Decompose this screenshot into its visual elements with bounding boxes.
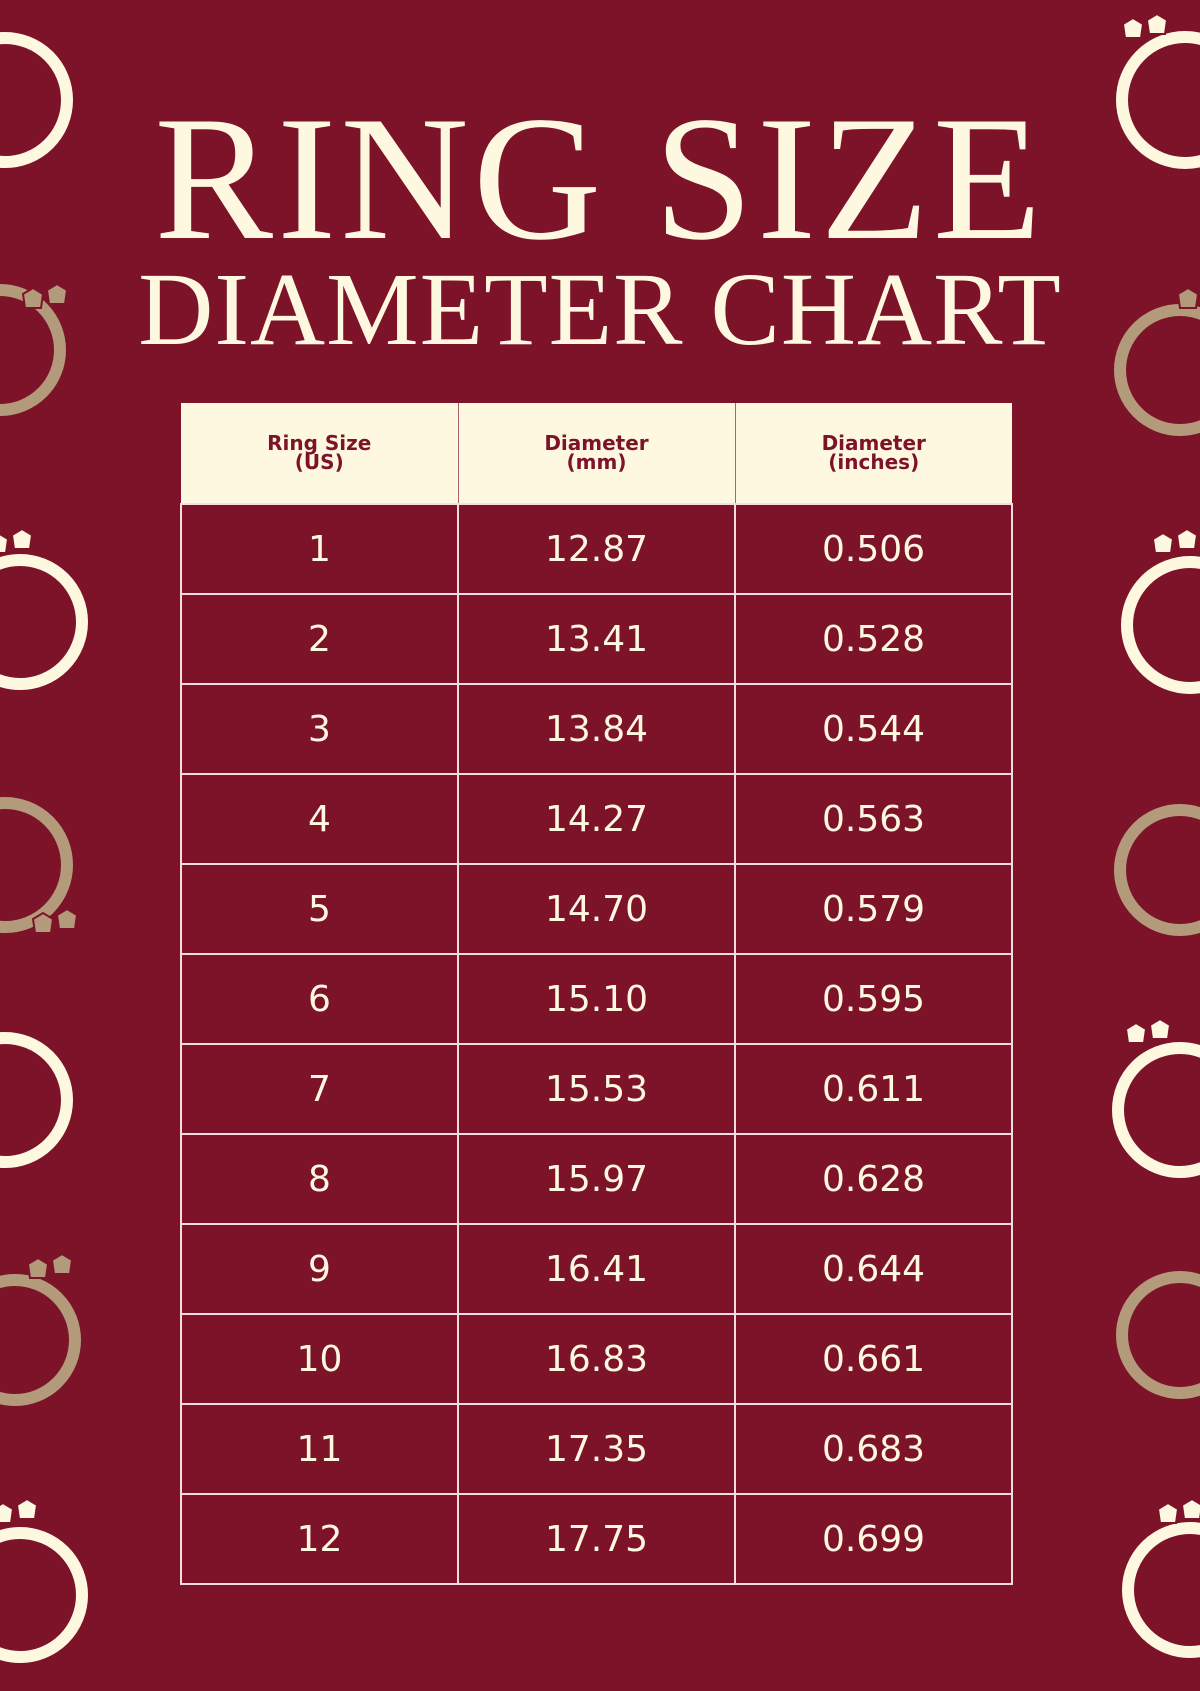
diamond-ring-icon: [0, 1497, 88, 1663]
table-cell: 0.528: [734, 593, 1013, 685]
column-header-line: Diameter: [821, 431, 926, 455]
table-cell: 0.644: [734, 1223, 1013, 1315]
diamond-ring-icon: [1121, 527, 1200, 694]
table-row: 6 15.10 0.595: [180, 953, 1013, 1045]
table-cell: 0.563: [734, 773, 1013, 865]
column-header: Diameter (inches): [735, 403, 1012, 504]
table-cell: 14.27: [457, 773, 736, 865]
table-cell: 6: [180, 953, 459, 1045]
table-row: 10 16.83 0.661: [180, 1313, 1013, 1405]
table-cell: 17.35: [457, 1403, 736, 1495]
diamond-ring-icon: [1114, 286, 1200, 436]
table-cell: 14.70: [457, 863, 736, 955]
title-line-2: DIAMETER CHART: [138, 252, 1062, 367]
diamond-ring-icon: [1116, 12, 1200, 169]
table-row: 8 15.97 0.628: [180, 1133, 1013, 1225]
diamond-ring-icon: [0, 797, 79, 934]
table-cell: 15.53: [457, 1043, 736, 1135]
column-header-line: Diameter: [544, 431, 649, 455]
table-cell: 15.10: [457, 953, 736, 1045]
table-cell: 8: [180, 1133, 459, 1225]
table-cell: 11: [180, 1403, 459, 1495]
table-cell: 4: [180, 773, 459, 865]
table-row: 3 13.84 0.544: [180, 683, 1013, 775]
table-cell: 0.661: [734, 1313, 1013, 1405]
diamond-ring-icon: [0, 1252, 81, 1406]
diamond-ring-icon: [0, 282, 69, 416]
diamond-ring-icon: [1122, 1497, 1200, 1658]
column-header-line: (inches): [828, 450, 920, 474]
table-cell: 3: [180, 683, 459, 775]
column-header: Ring Size (US): [181, 403, 459, 504]
table-cell: 17.75: [457, 1493, 736, 1585]
column-header-line: Ring Size: [267, 431, 372, 455]
table-cell: 16.41: [457, 1223, 736, 1315]
table-header-row: Ring Size (US) Diameter (mm) Diameter (inches…: [181, 403, 1012, 504]
table-cell: 16.83: [457, 1313, 736, 1405]
table-cell: 12: [180, 1493, 459, 1585]
table-row: 9 16.41 0.644: [180, 1223, 1013, 1315]
column-header-line: (mm): [566, 450, 627, 474]
table-row: 12 17.75 0.699: [180, 1493, 1013, 1585]
table-cell: 15.97: [457, 1133, 736, 1225]
table-row: 5 14.70 0.579: [180, 863, 1013, 955]
table-row: 1 12.87 0.506: [180, 503, 1013, 595]
table-cell: 1: [180, 503, 459, 595]
ring-icon: [1116, 1271, 1200, 1399]
ring-icon: [1114, 804, 1200, 936]
table-row: 4 14.27 0.563: [180, 773, 1013, 865]
table-cell: 2: [180, 593, 459, 685]
table-cell: 0.506: [734, 503, 1013, 595]
table-cell: 0.595: [734, 953, 1013, 1045]
table-cell: 0.699: [734, 1493, 1013, 1585]
table-cell: 0.683: [734, 1403, 1013, 1495]
table-cell: 7: [180, 1043, 459, 1135]
table-cell: 0.628: [734, 1133, 1013, 1225]
table-cell: 0.544: [734, 683, 1013, 775]
table-cell: 13.84: [457, 683, 736, 775]
ring-size-table: Ring Size (US) Diameter (mm) Diameter (inches…: [180, 403, 1013, 1585]
column-header-line: (US): [294, 450, 344, 474]
column-header: Diameter (mm): [458, 403, 736, 504]
table-cell: 13.41: [457, 593, 736, 685]
diamond-ring-icon: [0, 527, 88, 690]
diamond-ring-icon: [1112, 1017, 1200, 1178]
title-line-1: RING SIZE: [154, 79, 1046, 277]
table-cell: 9: [180, 1223, 459, 1315]
table-cell: 0.611: [734, 1043, 1013, 1135]
table-cell: 5: [180, 863, 459, 955]
table-row: 2 13.41 0.528: [180, 593, 1013, 685]
ring-icon: [0, 32, 73, 168]
table-cell: 12.87: [457, 503, 736, 595]
table-cell: 0.579: [734, 863, 1013, 955]
table-row: 11 17.35 0.683: [180, 1403, 1013, 1495]
table-cell: 10: [180, 1313, 459, 1405]
ring-icon: [0, 1032, 73, 1168]
table-row: 7 15.53 0.611: [180, 1043, 1013, 1135]
